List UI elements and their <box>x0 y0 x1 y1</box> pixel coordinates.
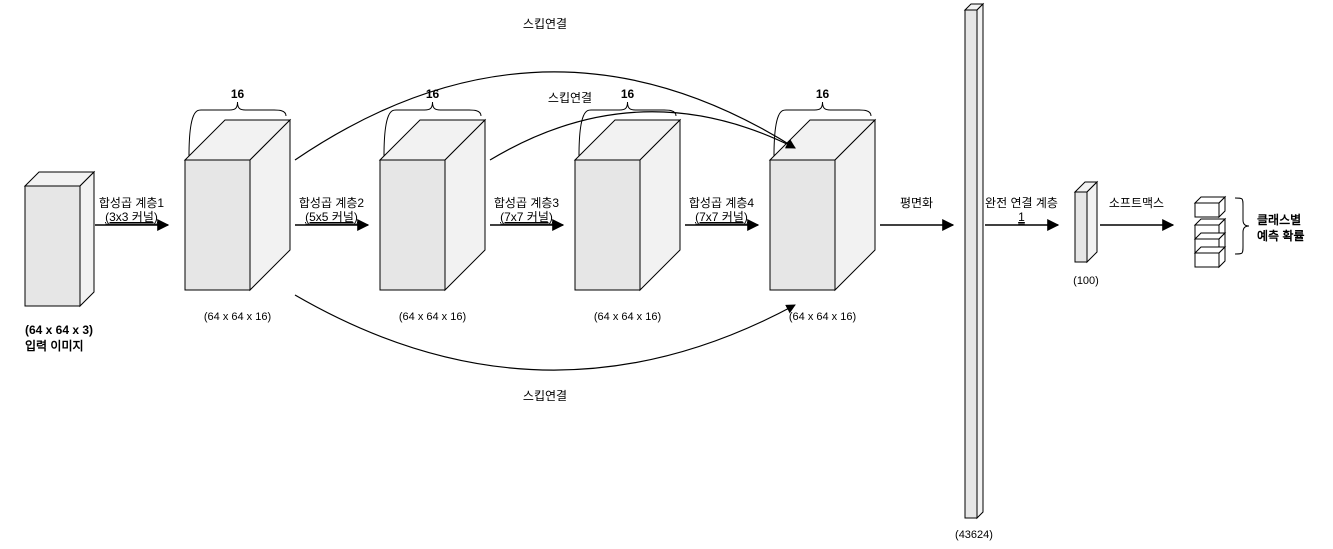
skip-bottom <box>295 295 795 370</box>
conv-caption-3: (64 x 64 x 16) <box>594 311 661 323</box>
conv-op-4-sub: (7x7 커널) <box>695 210 748 224</box>
fc-op-sub: 1 <box>1018 210 1025 224</box>
conv-caption-4: (64 x 64 x 16) <box>789 311 856 323</box>
input-block <box>25 172 94 306</box>
conv-block-4 <box>770 120 875 290</box>
conv-op-1-sub: (3x3 커널) <box>105 210 158 224</box>
conv-block-2 <box>380 120 485 290</box>
fc-block <box>1075 182 1097 262</box>
depth-label: 16 <box>426 87 440 101</box>
output-label-1: 클래스별 <box>1257 212 1301 227</box>
input-caption-1: (64 x 64 x 3) <box>25 323 93 337</box>
softmax-op-title: 소프트맥스 <box>1109 196 1164 210</box>
depth-label: 16 <box>621 87 635 101</box>
output-stack <box>1195 197 1225 267</box>
output-bracket <box>1235 198 1249 254</box>
conv-op-3-sub: (7x7 커널) <box>500 210 553 224</box>
conv-block-3 <box>575 120 680 290</box>
conv-op-1-title: 합성곱 계층1 <box>99 196 165 210</box>
depth-label: 16 <box>816 87 830 101</box>
flatten-caption: (43624) <box>955 529 993 541</box>
input-caption-2: 입력 이미지 <box>25 338 84 353</box>
conv-op-4-title: 합성곱 계층4 <box>689 196 755 210</box>
flatten-op-title: 평면화 <box>900 196 933 210</box>
fc-op-title: 완전 연결 계층 <box>985 196 1058 210</box>
conv-op-2-title: 합성곱 계층2 <box>299 196 365 210</box>
skip-top-1 <box>295 72 795 160</box>
diagram-canvas: (64 x 64 x 3)입력 이미지 16 (64 x 64 x 16) 16 (64… <box>0 0 1333 549</box>
depth-label: 16 <box>231 87 245 101</box>
skip-top-1-label: 스킵연결 <box>523 17 567 31</box>
skip-bottom-label: 스킵연결 <box>523 389 567 403</box>
conv-caption-2: (64 x 64 x 16) <box>399 311 466 323</box>
conv-block-1 <box>185 120 290 290</box>
conv-caption-1: (64 x 64 x 16) <box>204 311 271 323</box>
skip-top-2-label: 스킵연결 <box>548 91 592 105</box>
fc-caption: (100) <box>1073 275 1099 287</box>
conv-op-3-title: 합성곱 계층3 <box>494 196 560 210</box>
output-label-2: 예측 확률 <box>1257 228 1305 243</box>
conv-op-2-sub: (5x5 커널) <box>305 210 358 224</box>
flatten-bar <box>965 4 983 518</box>
